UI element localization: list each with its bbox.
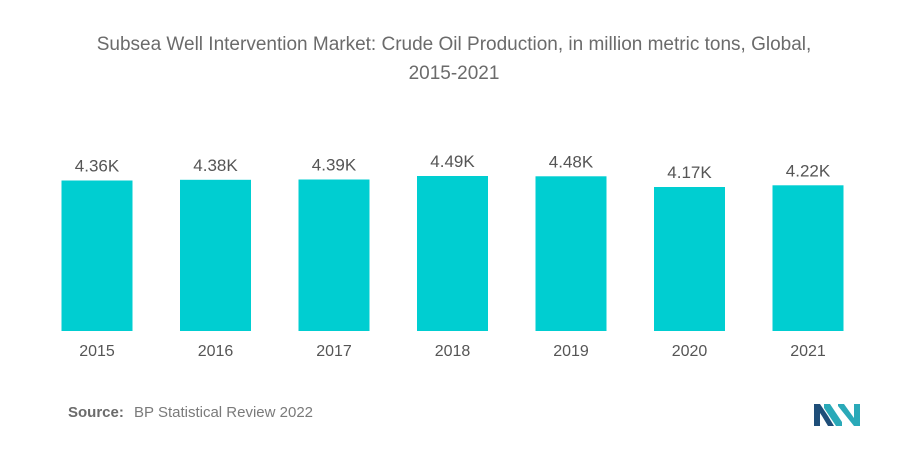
mordor-intelligence-logo-icon bbox=[814, 404, 860, 426]
chart-title-line-1: Subsea Well Intervention Market: Crude O… bbox=[96, 34, 812, 55]
x-tick-label-2017: 2017 bbox=[316, 343, 352, 360]
x-tick-label-2021: 2021 bbox=[790, 343, 826, 360]
value-label-2017: 4.39K bbox=[312, 156, 357, 175]
bar-2018 bbox=[417, 176, 488, 331]
bar-2021 bbox=[772, 185, 844, 331]
bar-2019 bbox=[535, 176, 607, 331]
bar-2016 bbox=[180, 179, 251, 331]
value-label-2016: 4.38K bbox=[193, 156, 238, 175]
source-text: BP Statistical Review 2022 bbox=[134, 404, 314, 421]
chart-title: Subsea Well Intervention Market: Crude O… bbox=[0, 30, 908, 88]
bar-2017 bbox=[298, 179, 370, 331]
chart-title-line-2: 2015-2021 bbox=[408, 63, 500, 84]
source-label: Source: bbox=[68, 404, 124, 421]
x-tick-label-2020: 2020 bbox=[672, 343, 708, 360]
x-tick-label-2019: 2019 bbox=[553, 343, 589, 360]
x-tick-label-2018: 2018 bbox=[435, 343, 471, 360]
value-label-2021: 4.22K bbox=[786, 161, 831, 180]
source-note: Source: BP Statistical Review 2022 bbox=[68, 404, 313, 421]
value-label-2018: 4.49K bbox=[430, 152, 475, 171]
value-label-2020: 4.17K bbox=[667, 163, 712, 182]
bar-2020 bbox=[654, 187, 725, 331]
x-tick-label-2015: 2015 bbox=[79, 343, 115, 360]
x-tick-label-2016: 2016 bbox=[198, 343, 234, 360]
bar-2015 bbox=[61, 180, 133, 331]
value-label-2019: 4.48K bbox=[549, 152, 594, 171]
value-label-2015: 4.36K bbox=[75, 157, 120, 176]
